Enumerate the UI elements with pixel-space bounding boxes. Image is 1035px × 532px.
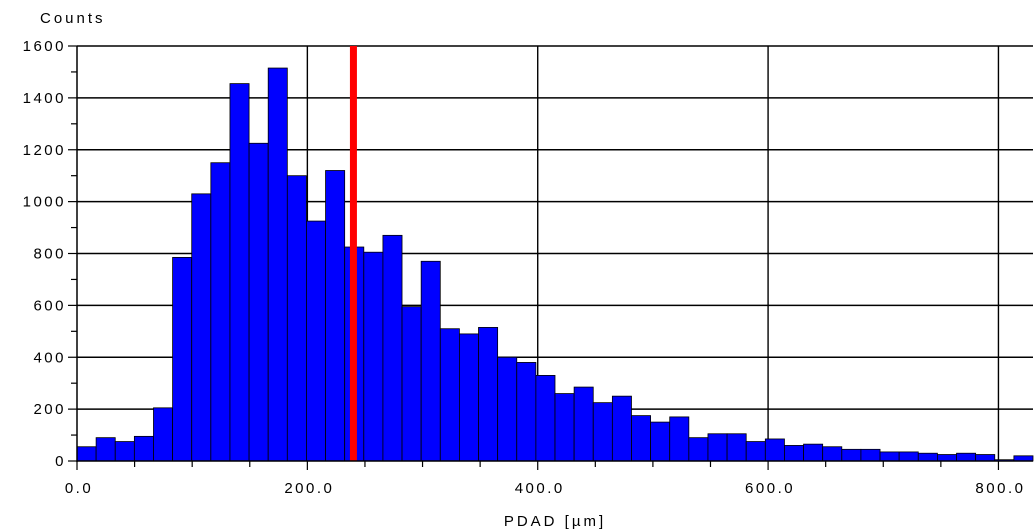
- histogram-bar: [574, 387, 593, 461]
- histogram-bar: [134, 436, 153, 461]
- histogram-bar: [479, 327, 498, 461]
- histogram-bar: [1014, 456, 1033, 461]
- histogram-bar: [287, 176, 306, 461]
- histogram-bar: [153, 408, 172, 461]
- histogram-bar: [651, 422, 670, 461]
- histogram-bar: [383, 235, 402, 461]
- y-tick-label: 600: [33, 297, 66, 314]
- x-tick-label: 800.0: [975, 480, 1025, 497]
- histogram-bar: [326, 171, 345, 462]
- y-tick-label: 0: [55, 453, 66, 470]
- histogram-bar: [765, 439, 784, 461]
- bars-layer: [77, 68, 1033, 461]
- histogram-bar: [306, 221, 325, 461]
- histogram-bar: [937, 455, 956, 461]
- histogram-bar: [861, 449, 880, 461]
- histogram-bar: [631, 416, 650, 461]
- histogram-bar: [498, 357, 517, 461]
- histogram-bar: [211, 163, 230, 461]
- histogram-bar: [173, 257, 192, 461]
- histogram-bar: [440, 329, 459, 461]
- histogram-bar: [192, 194, 211, 461]
- histogram-bar: [96, 438, 115, 461]
- histogram-bar: [880, 452, 899, 461]
- histogram-bar: [77, 447, 96, 461]
- histogram-bar: [918, 453, 937, 461]
- y-tick-label: 800: [33, 246, 66, 263]
- histogram-bar: [899, 452, 918, 461]
- histogram-bar: [823, 447, 842, 461]
- y-tick-label: 1600: [23, 38, 66, 55]
- histogram-bar: [746, 442, 765, 461]
- x-tick-label: 200.0: [284, 480, 334, 497]
- histogram-bar: [784, 445, 803, 461]
- histogram-bar: [670, 417, 689, 461]
- histogram-bar: [593, 403, 612, 461]
- histogram-bar: [459, 334, 478, 461]
- x-tick-label: 0.0: [65, 480, 93, 497]
- histogram-bar: [536, 375, 555, 461]
- histogram-bar: [957, 453, 976, 461]
- y-axis-title: Counts: [40, 10, 106, 27]
- histogram-bar: [612, 396, 631, 461]
- y-tick-label: 1200: [23, 142, 66, 159]
- y-tick-label: 1000: [23, 194, 66, 211]
- y-tick-label: 400: [33, 349, 66, 366]
- histogram-bar: [842, 449, 861, 461]
- x-axis-title: PDAD [µm]: [504, 513, 606, 530]
- y-tick-label: 1400: [23, 90, 66, 107]
- histogram-bar: [230, 84, 249, 461]
- histogram-bar: [804, 444, 823, 461]
- histogram-bar: [402, 307, 421, 461]
- y-tick-label: 200: [33, 401, 66, 418]
- x-tick-label: 400.0: [515, 480, 565, 497]
- histogram-bar: [115, 442, 134, 461]
- histogram-bar: [249, 143, 268, 461]
- histogram-bar: [727, 434, 746, 461]
- histogram-bar: [976, 455, 995, 461]
- x-tick-label: 600.0: [745, 480, 795, 497]
- histogram-bar: [268, 68, 287, 461]
- histogram-bar: [364, 252, 383, 461]
- histogram-bar: [689, 438, 708, 461]
- histogram-bar: [555, 394, 574, 461]
- histogram-bar: [421, 261, 440, 461]
- histogram-bar: [517, 362, 536, 461]
- histogram-bar: [708, 434, 727, 461]
